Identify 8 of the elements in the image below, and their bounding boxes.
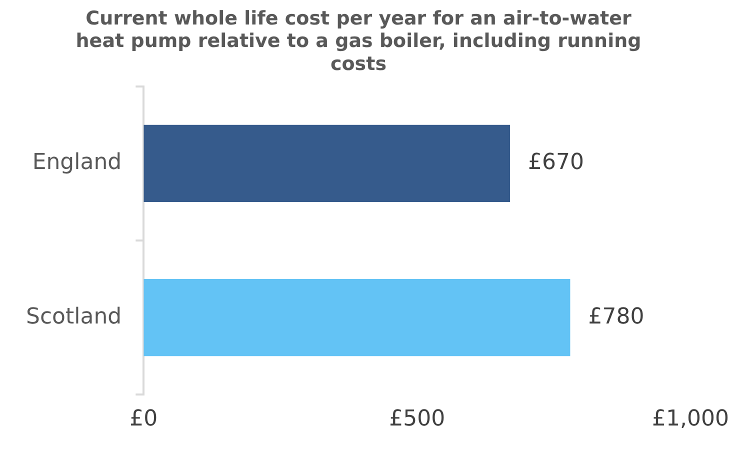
y-tick-label: England <box>32 150 122 176</box>
data-label: £780 <box>588 304 644 330</box>
y-tick-label: Scotland <box>26 304 122 330</box>
x-tick-label: £1,000 <box>652 406 730 432</box>
data-label: £670 <box>528 150 584 176</box>
x-tick-label: £500 <box>389 406 446 432</box>
x-tick-label: £0 <box>130 406 158 432</box>
chart-title: Current whole life cost per year for an air-to-water heat pump relative to a gas boiler, including running costs <box>76 7 642 75</box>
